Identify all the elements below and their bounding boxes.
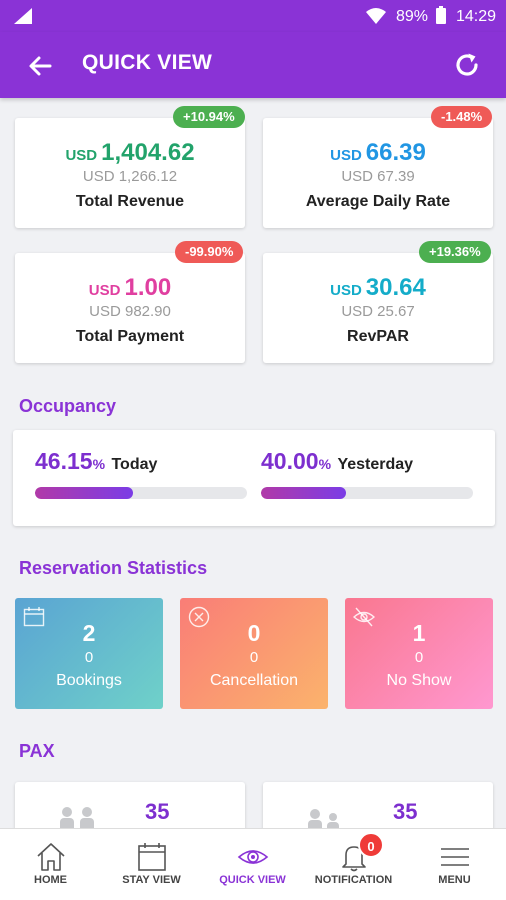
nav-label: STAY VIEW (122, 874, 181, 886)
bottom-nav: HOME STAY VIEW QUICK VIEW 0 NOTIFICATION (0, 828, 506, 900)
nav-home[interactable]: HOME (0, 829, 101, 900)
occupancy-today-label: Today (111, 456, 158, 473)
occupancy-yesterday: 40.00% Yesterday (261, 448, 473, 499)
notification-badge: 0 (358, 832, 384, 858)
metric-label: Total Payment (75, 328, 185, 345)
occupancy-yesterday-number: 40.00 (261, 448, 319, 474)
nav-stay-view[interactable]: STAY VIEW (101, 829, 202, 900)
reservation-tile-cancellation[interactable]: 0 0 Cancellation (180, 598, 328, 709)
metric-label: Average Daily Rate (305, 193, 451, 210)
battery-percent: 89% (396, 8, 429, 25)
tile-subcount: 0 (84, 649, 94, 666)
clock: 14:29 (456, 8, 497, 25)
occupancy-yesterday-label: Yesterday (337, 456, 414, 473)
signal-icon (14, 8, 32, 24)
metric-currency: USD (65, 147, 98, 164)
home-icon (37, 843, 65, 871)
metric-card-total-revenue[interactable]: USD 1,404.62 USD 1,266.12 Total Revenue (15, 118, 245, 228)
battery-icon (436, 6, 446, 24)
tile-count: 0 (247, 620, 261, 646)
tile-label: No Show (386, 672, 452, 689)
calendar-icon (138, 843, 166, 871)
wifi-icon (366, 8, 386, 24)
metric-amount: 66.39 (365, 139, 426, 166)
occupancy-yesterday-unit: % (318, 456, 332, 472)
pax-title: PAX (19, 741, 55, 761)
cancel-circle-icon (188, 606, 210, 628)
change-badge-total-revenue: +10.94% (173, 106, 245, 128)
tile-label: Cancellation (209, 672, 299, 689)
change-badge-revpar: +19.36% (419, 241, 491, 263)
metric-previous: USD 982.90 (89, 303, 171, 320)
metric-value: USD 1,404.62 (15, 139, 245, 167)
menu-icon (441, 848, 469, 866)
eye-off-icon (353, 607, 375, 627)
pax-value: 35 (393, 799, 418, 824)
metric-card-total-payment[interactable]: USD 1.00 USD 982.90 Total Payment (15, 253, 245, 363)
occupancy-today-number: 46.15 (35, 448, 93, 474)
eye-icon (237, 850, 269, 864)
calendar-icon (23, 607, 45, 627)
tile-label: Bookings (56, 672, 122, 689)
page-title: QUICK VIEW (82, 51, 213, 74)
occupancy-yesterday-fill (261, 487, 346, 499)
change-badge-average-daily-rate: -1.48% (431, 106, 493, 128)
metric-label: RevPAR (347, 328, 409, 345)
metric-amount: 1.00 (124, 274, 172, 301)
metric-value: USD 1.00 (15, 274, 245, 302)
refresh-icon[interactable] (452, 50, 482, 80)
metric-previous: USD 1,266.12 (82, 168, 178, 185)
reservation-tile-no-show[interactable]: 1 0 No Show (345, 598, 493, 709)
metric-value: USD 66.39 (263, 139, 493, 167)
metric-card-revpar[interactable]: USD 30.64 USD 25.67 RevPAR (263, 253, 493, 363)
tile-count: 1 (412, 620, 426, 646)
metric-currency: USD (88, 282, 121, 299)
metric-card-average-daily-rate[interactable]: USD 66.39 USD 67.39 Average Daily Rate (263, 118, 493, 228)
occupancy-today-bar (35, 487, 247, 499)
back-arrow-icon[interactable] (26, 52, 54, 80)
nav-menu[interactable]: MENU (404, 829, 505, 900)
metric-label: Total Revenue (75, 193, 185, 210)
occupancy-today-unit: % (92, 456, 106, 472)
occupancy-yesterday-bar (261, 487, 473, 499)
nav-label: NOTIFICATION (314, 874, 393, 886)
metric-currency: USD (330, 282, 362, 299)
nav-notification[interactable]: 0 NOTIFICATION (303, 829, 404, 900)
change-badge-total-payment: -99.90% (175, 241, 244, 263)
tile-count: 2 (82, 620, 96, 646)
occupancy-today-fill (35, 487, 133, 499)
occupancy-yesterday-value: 40.00% (261, 448, 331, 474)
occupancy-card: 46.15% Today 40.00% Yesterday (13, 430, 495, 526)
occupancy-today: 46.15% Today (35, 448, 247, 499)
nav-label: QUICK VIEW (219, 874, 286, 886)
nav-label: MENU (438, 874, 471, 886)
pax-value: 35 (145, 799, 170, 824)
metric-currency: USD (330, 147, 362, 164)
metric-previous: USD 25.67 (341, 303, 415, 320)
reservation-tile-bookings[interactable]: 2 0 Bookings (15, 598, 163, 709)
tile-subcount: 0 (414, 649, 424, 666)
nav-quick-view[interactable]: QUICK VIEW (202, 829, 303, 900)
status-bar: 89% 14:29 (0, 0, 506, 32)
metric-previous: USD 67.39 (341, 168, 415, 185)
metric-amount: 1,404.62 (101, 139, 195, 166)
nav-label: HOME (34, 874, 67, 886)
reservation-title: Reservation Statistics (19, 558, 208, 578)
occupancy-today-value: 46.15% (35, 448, 105, 474)
app-bar: QUICK VIEW (0, 32, 506, 98)
occupancy-title: Occupancy (19, 396, 117, 416)
metric-amount: 30.64 (365, 274, 426, 301)
tile-subcount: 0 (249, 649, 259, 666)
metric-value: USD 30.64 (263, 274, 493, 302)
